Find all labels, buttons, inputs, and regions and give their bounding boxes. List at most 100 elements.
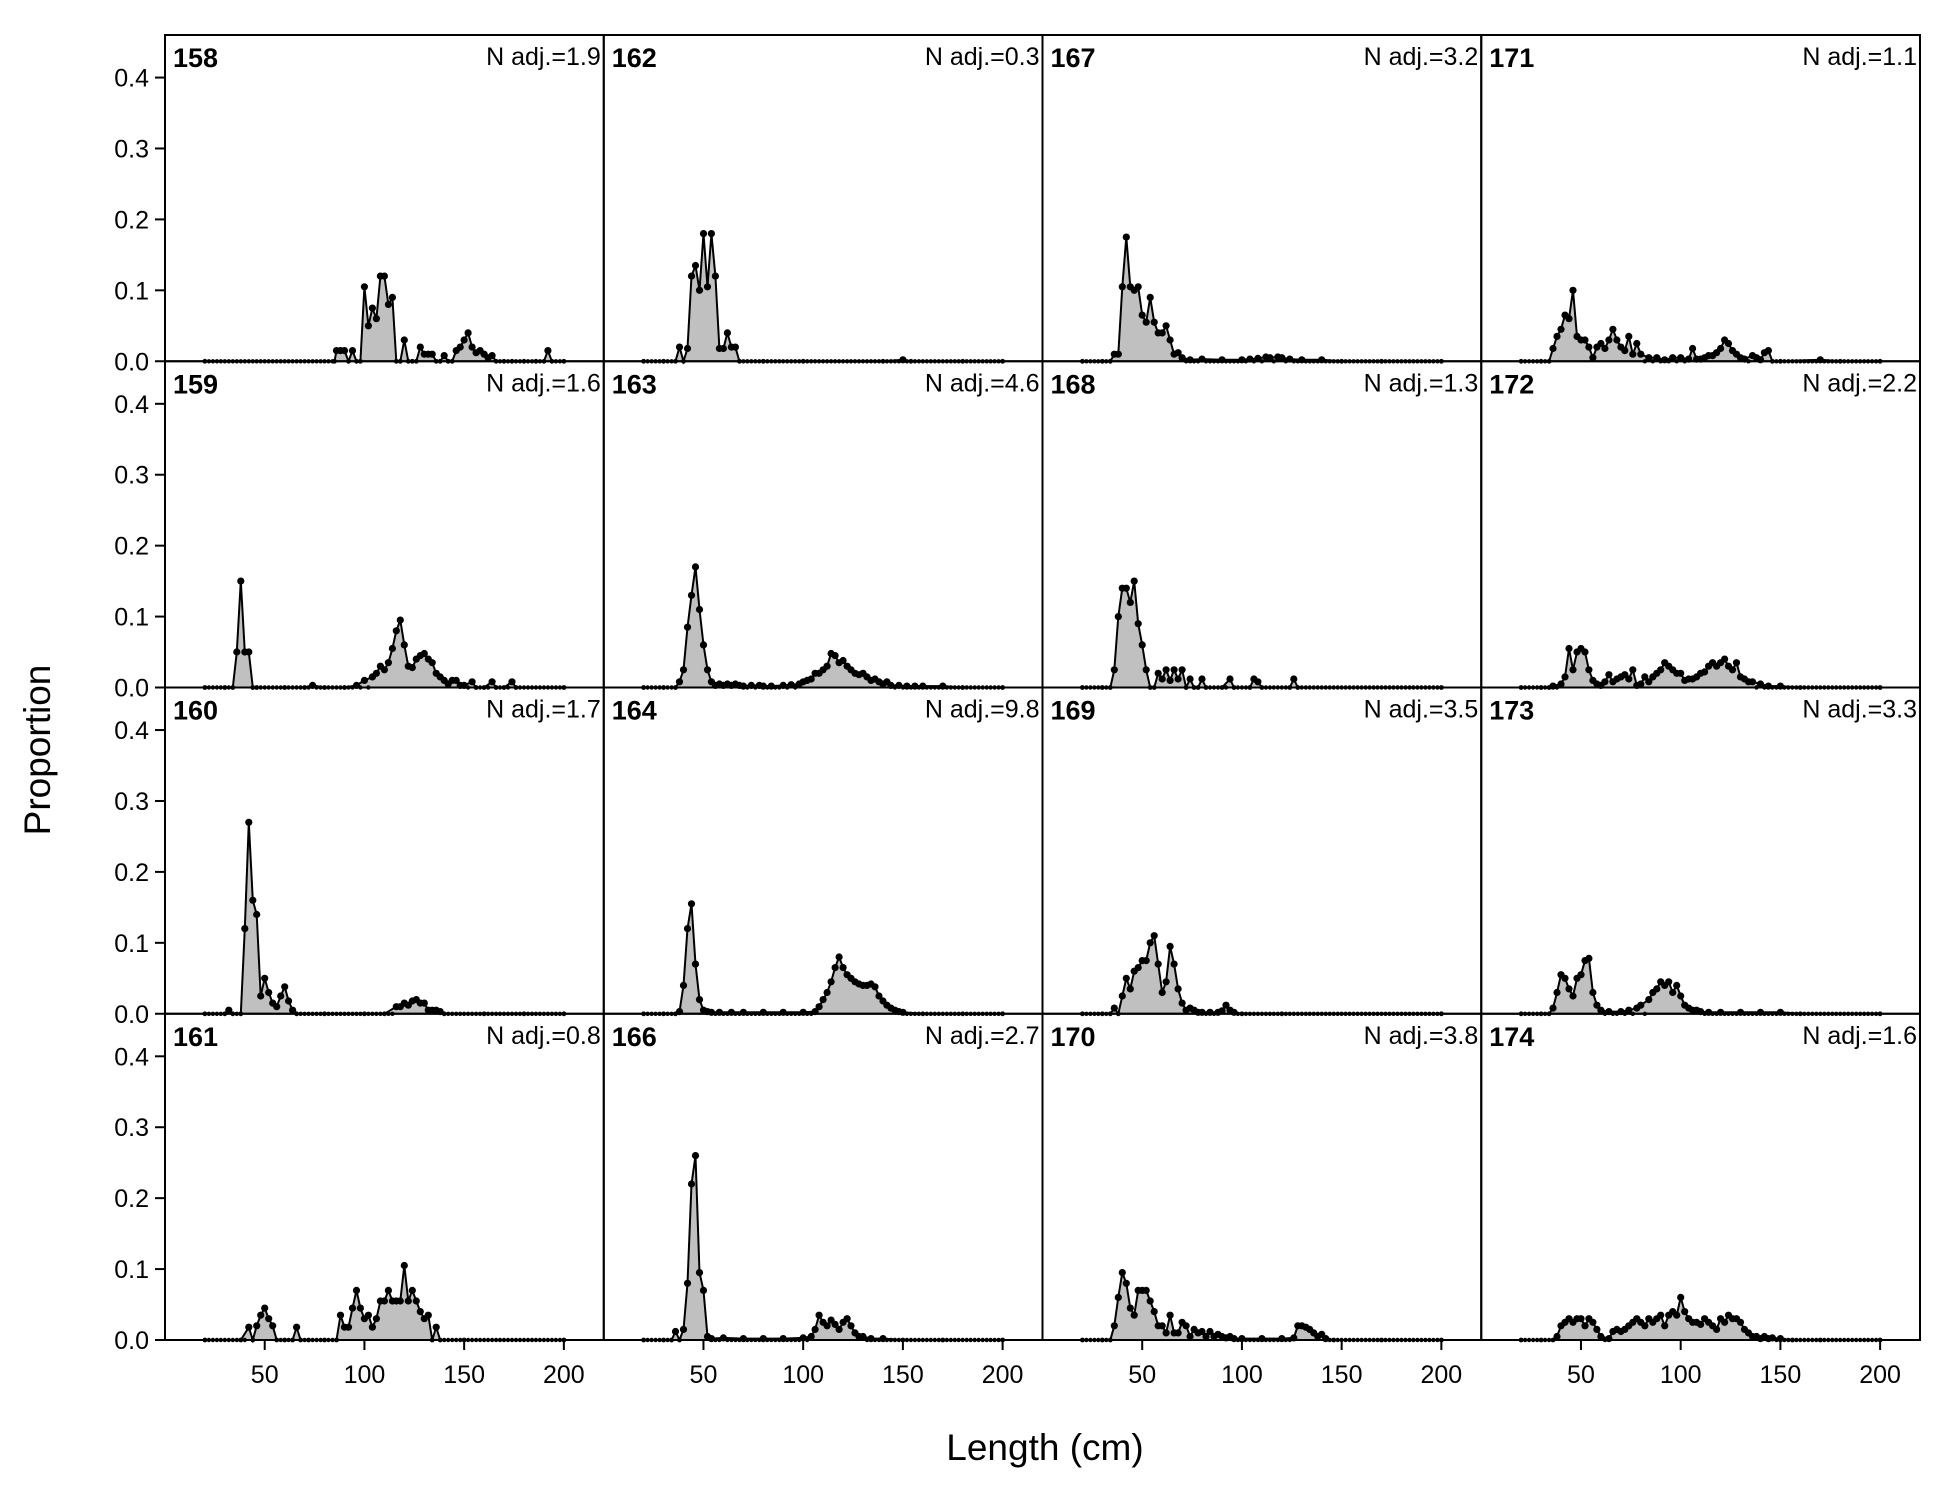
n-adj-label-168: N adj.=1.3: [1364, 369, 1479, 397]
data-point-159: [468, 678, 476, 686]
data-point-168: [1186, 675, 1194, 683]
data-point-170: [1206, 1327, 1214, 1336]
data-point-163: [919, 682, 927, 690]
data-point-171: [1633, 339, 1641, 348]
data-point-166: [867, 1335, 875, 1343]
data-point-169: [1166, 942, 1174, 951]
data-point-171: [1597, 339, 1605, 348]
data-point-171: [1613, 336, 1621, 344]
x-tick-label: 200: [982, 1361, 1024, 1389]
data-point-174: [1605, 1335, 1613, 1343]
data-point-174: [1677, 1293, 1685, 1301]
data-point-169: [1206, 1008, 1214, 1016]
data-point-170: [1278, 1335, 1286, 1343]
data-point-168: [1126, 598, 1134, 607]
y-tick-label: 0.3: [114, 135, 149, 163]
data-point-169: [1146, 939, 1154, 947]
data-point-162: [723, 329, 732, 337]
data-point-163: [695, 605, 704, 614]
area-fill-171: [1521, 290, 1881, 362]
panel-163: 163 N adj.=4.6: [602, 360, 1044, 690]
data-point-174: [1593, 1325, 1601, 1333]
data-point-158: [380, 272, 388, 280]
y-tick-label: 0.2: [114, 206, 149, 234]
data-point-161: [356, 1304, 364, 1312]
data-point-162: [691, 261, 700, 270]
panel-label-169: 169: [1051, 696, 1096, 726]
data-point-158: [468, 343, 476, 351]
data-point-167: [1162, 322, 1170, 330]
x-axis-title: Length (cm): [946, 1427, 1143, 1468]
n-adj-label-166: N adj.=2.7: [925, 1022, 1040, 1050]
data-point-159: [245, 648, 253, 656]
data-point-172: [1561, 673, 1569, 681]
data-point-160: [257, 992, 265, 1000]
data-point-160: [241, 925, 249, 933]
data-point-164: [727, 1008, 736, 1016]
data-point-174: [1681, 1308, 1689, 1316]
data-point-168: [1130, 577, 1138, 585]
panel-172: 172 N adj.=2.2: [1480, 360, 1921, 690]
data-point-168: [1290, 675, 1298, 683]
data-point-164: [835, 953, 843, 961]
data-point-173: [1645, 996, 1653, 1004]
data-point-167: [1218, 356, 1226, 364]
data-point-174: [1673, 1311, 1681, 1319]
panel-label-168: 168: [1051, 369, 1096, 399]
data-point-171: [1557, 325, 1565, 333]
data-point-172: [1756, 680, 1765, 688]
data-point-168: [1114, 613, 1122, 621]
y-tick-label: 0.4: [114, 1043, 149, 1071]
data-point-158: [460, 336, 468, 344]
data-point-167: [1254, 354, 1262, 362]
data-point-173: [1776, 1008, 1784, 1016]
data-point-158: [464, 329, 472, 337]
data-point-164: [871, 983, 879, 991]
y-tick-label: 0.0: [114, 1327, 149, 1355]
data-point-168: [1134, 620, 1142, 628]
data-point-172: [1585, 666, 1593, 674]
data-point-160: [249, 896, 257, 904]
data-point-158: [428, 350, 436, 358]
data-point-158: [372, 315, 380, 323]
panel-label-159: 159: [173, 369, 218, 399]
data-point-169: [1170, 960, 1178, 968]
data-point-172: [1657, 666, 1665, 674]
n-adj-label-171: N adj.=1.1: [1802, 43, 1917, 71]
panel-label-160: 160: [173, 696, 218, 726]
data-point-167: [1178, 354, 1186, 362]
data-point-173: [1717, 1008, 1725, 1016]
data-point-173: [1669, 988, 1677, 997]
data-point-160: [261, 974, 269, 982]
data-point-166: [811, 1325, 819, 1333]
data-point-164: [687, 900, 696, 908]
data-point-173: [1736, 1008, 1745, 1016]
n-adj-label-164: N adj.=9.8: [925, 696, 1040, 724]
data-points-172: [1518, 644, 1883, 690]
data-point-166: [739, 1335, 748, 1343]
data-point-168: [1254, 678, 1262, 686]
data-point-164: [823, 988, 831, 997]
data-point-173: [1565, 985, 1573, 993]
data-point-159: [388, 644, 396, 653]
data-point-167: [1146, 293, 1154, 301]
x-tick-label: 200: [1859, 1361, 1901, 1389]
data-point-158: [488, 352, 496, 360]
y-tick-label: 0.4: [114, 65, 149, 93]
data-point-161: [344, 1323, 353, 1331]
data-point-168: [1154, 669, 1162, 677]
data-point-163: [703, 666, 712, 674]
data-point-170: [1162, 1329, 1170, 1337]
panel-170: 170 N adj.=3.8: [1041, 1012, 1483, 1343]
panel-174: 174 N adj.=1.6: [1480, 1012, 1921, 1343]
data-point-161: [424, 1311, 432, 1319]
x-tick-label: 100: [1221, 1361, 1263, 1389]
panel-label-167: 167: [1051, 43, 1096, 73]
data-point-161: [336, 1311, 345, 1319]
data-point-164: [827, 978, 835, 986]
data-point-169: [1134, 964, 1142, 972]
data-point-172: [1629, 666, 1637, 674]
data-point-161: [261, 1304, 269, 1312]
panel-label-174: 174: [1489, 1022, 1534, 1052]
n-adj-label-158: N adj.=1.9: [486, 43, 601, 71]
